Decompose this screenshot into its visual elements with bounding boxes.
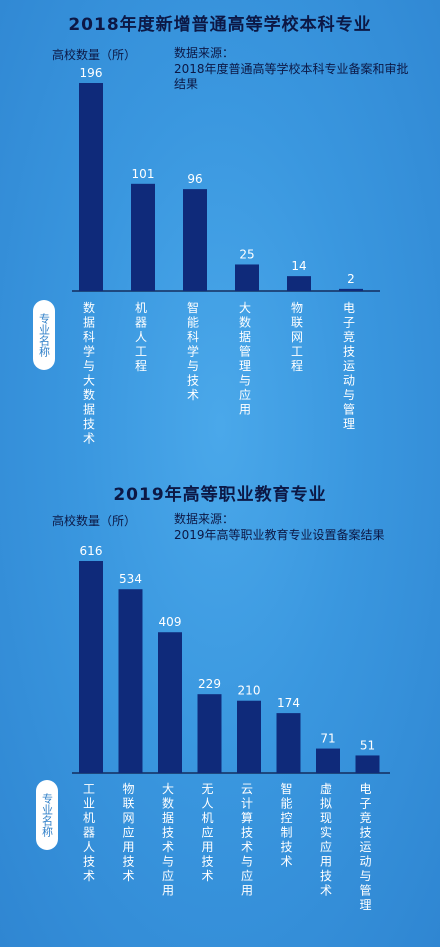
- chart1-category-label: 电子竞技运动与管理: [343, 301, 355, 431]
- chart1-source-label: 数据来源：: [174, 46, 235, 60]
- chart1-category-axis-label-text: 专业名称: [37, 313, 51, 357]
- chart1-category-axis-label: 专业名称: [33, 300, 55, 370]
- chart2-category-axis-label: 专业名称: [36, 780, 58, 850]
- chart2-bar: [355, 755, 380, 773]
- chart1-category-label: 智能科学与技术: [187, 300, 199, 402]
- chart1-data-label: 14: [291, 259, 306, 273]
- chart2-category-label: 电子竞技运动与管理: [359, 782, 371, 912]
- chart1-data-label: 2: [347, 272, 355, 286]
- chart1-category-label: 数据科学与大数据技术: [83, 300, 95, 446]
- chart1-category-label: 物联网工程: [291, 301, 303, 373]
- chart2-bar: [316, 748, 340, 773]
- chart1-bar: [287, 276, 311, 291]
- chart2-category-label: 无人机应用技术: [201, 782, 213, 883]
- chart1-y-axis-label: 高校数量（所）: [52, 48, 137, 62]
- chart1-bar: [131, 183, 155, 291]
- chart2-category-label: 智能控制技术: [280, 781, 292, 869]
- chart2-bar: [237, 700, 261, 773]
- chart1-bar: [339, 288, 363, 291]
- chart2-data-label: 174: [277, 696, 300, 710]
- chart2-category-label: 工业机器人技术: [83, 782, 95, 883]
- chart2-bar: [158, 632, 182, 773]
- chart1-data-label: 196: [80, 66, 103, 80]
- chart1-data-label: 101: [132, 167, 155, 181]
- chart2-bar: [197, 694, 222, 773]
- chart2-bar: [276, 713, 301, 773]
- chart2-data-label: 534: [119, 572, 142, 586]
- chart2-source-text: 2019年高等职业教育专业设置备案结果: [174, 528, 385, 542]
- chart2-title: 2019年高等职业教育专业: [113, 485, 327, 505]
- chart2-category-label: 云计算技术与应用: [241, 782, 253, 898]
- chart2-y-axis-label: 高校数量（所）: [52, 514, 137, 528]
- chart2-category-label: 大数据技术与应用: [162, 782, 174, 898]
- chart1-title: 2018年度新增普通高等学校本科专业: [68, 15, 372, 35]
- chart2-category-axis-label-text: 专业名称: [40, 793, 54, 837]
- chart1-category-label: 大数据管理与应用: [239, 301, 251, 417]
- chart2-data-label: 210: [238, 684, 261, 698]
- chart2-data-label: 616: [80, 544, 103, 558]
- chart1-data-label: 25: [239, 247, 254, 261]
- chart1-source-text: 2018年度普通高等学校本科专业备案和审批结果: [174, 62, 409, 91]
- chart2-data-label: 71: [320, 732, 335, 746]
- chart2-bar: [118, 589, 143, 773]
- chart2-data-label: 51: [360, 738, 375, 752]
- chart2-data-label: 409: [159, 615, 182, 629]
- chart1-bar: [183, 189, 207, 291]
- chart1-category-label: 机器人工程: [135, 301, 147, 373]
- chart2-data-label: 229: [198, 677, 221, 691]
- chart1-data-label: 96: [187, 172, 202, 186]
- chart2-source-label: 数据来源：: [174, 512, 235, 526]
- chart2-bar: [79, 561, 103, 773]
- chart1-bar: [235, 264, 259, 291]
- chart2-category-label: 物联网应用技术: [122, 782, 134, 883]
- chart1-bar: [79, 83, 103, 291]
- chart2-category-label: 虚拟现实应用技术: [320, 782, 332, 898]
